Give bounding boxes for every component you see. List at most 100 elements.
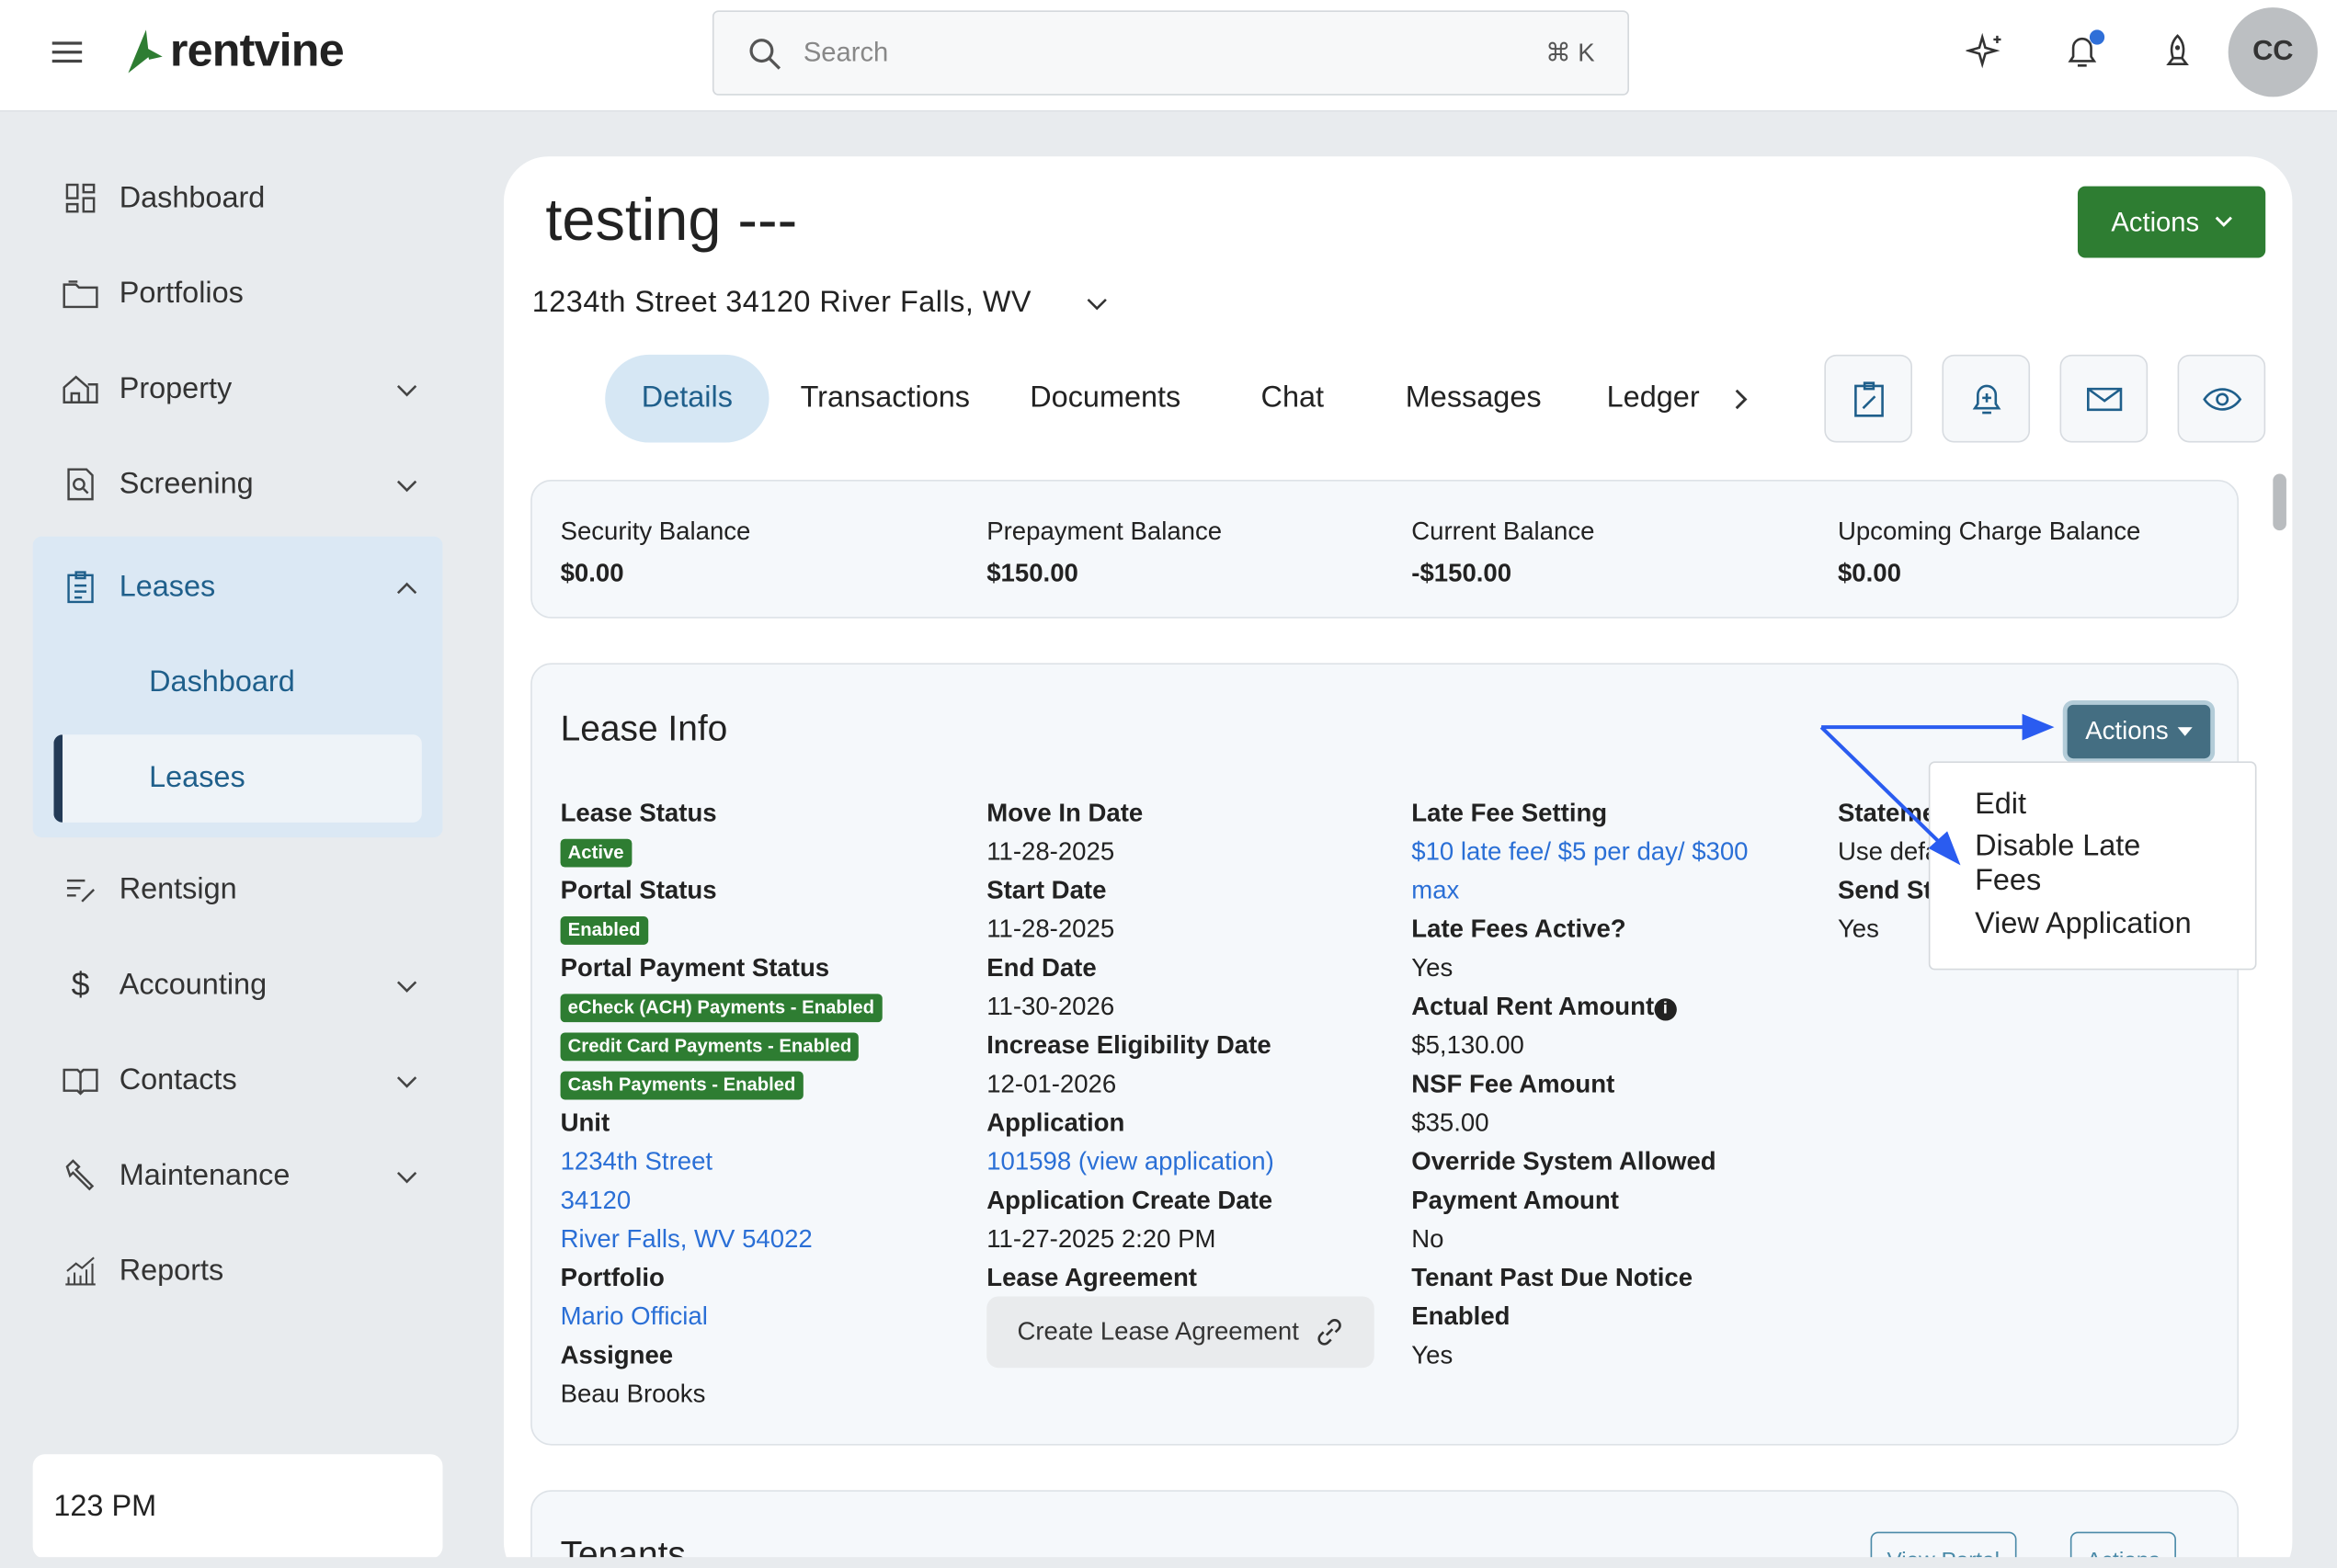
bottom-edge	[0, 1557, 2337, 1568]
balance-label: Prepayment Balance	[986, 517, 1223, 546]
sidebar-item-portfolios[interactable]: Portfolios	[60, 264, 417, 324]
book-icon	[60, 1065, 101, 1096]
mail-icon	[2086, 387, 2122, 411]
past-due-notice-value: Yes	[1411, 1341, 1454, 1369]
actions-button[interactable]: Actions	[2077, 186, 2266, 258]
lease-info-title: Lease Info	[560, 709, 728, 750]
tab-transactions[interactable]: Transactions	[800, 381, 970, 415]
menu-item-view-application[interactable]: View Application	[1975, 906, 2192, 940]
grid-icon	[60, 182, 101, 215]
menu-item-disable-late-fees[interactable]: Disable Late Fees	[1975, 830, 2141, 897]
balance-value: $0.00	[560, 558, 624, 587]
portal-payment-status-label: Portal Payment Status	[560, 953, 830, 983]
unit-label: Unit	[560, 1108, 610, 1137]
sidebar-item-rentsign[interactable]: Rentsign	[60, 859, 417, 919]
address-text: 1234th Street 34120 River Falls, WV	[531, 286, 1032, 319]
tab-chat[interactable]: Chat	[1260, 381, 1325, 415]
menu-item-edit[interactable]: Edit	[1975, 787, 2026, 821]
move-in-value: 11-28-2025	[986, 837, 1115, 866]
search-placeholder: Search	[803, 37, 889, 67]
lease-info-actions-button[interactable]: Actions	[2067, 704, 2211, 759]
lease-info-col-1: Lease Status Active Portal Status Enable…	[560, 794, 978, 1414]
payment-badge: Cash Payments - Enabled	[560, 1070, 804, 1099]
late-fee-link[interactable]: max	[1411, 876, 1460, 905]
bell-icon[interactable]	[2059, 29, 2104, 74]
sidebar-item-label: Maintenance	[119, 1158, 291, 1192]
actions-label: Actions	[2085, 716, 2169, 745]
hamburger-menu-icon[interactable]	[51, 39, 84, 73]
late-fee-link[interactable]: $10 late fee/ $5 per day/ $300	[1411, 837, 1749, 866]
tab-ledger[interactable]: Ledger	[1606, 381, 1700, 415]
sidebar-item-screening[interactable]: Screening	[60, 454, 417, 514]
reminder-button[interactable]	[1942, 354, 2031, 443]
edit-note-button[interactable]	[1824, 354, 1912, 443]
tabs-next-chevron-icon[interactable]	[1732, 355, 1750, 443]
status-badge: Active	[560, 837, 632, 867]
tab-messages[interactable]: Messages	[1405, 381, 1542, 415]
lease-agreement-label: Lease Agreement	[986, 1263, 1198, 1292]
portal-status-label: Portal Status	[560, 876, 717, 905]
info-icon[interactable]: i	[1654, 998, 1677, 1021]
payment-badge: eCheck (ACH) Payments - Enabled	[560, 993, 883, 1022]
application-label: Application	[986, 1108, 1125, 1137]
sidebar-item-leases[interactable]: Leases	[60, 557, 417, 617]
late-fee-label: Late Fee Setting	[1411, 798, 1608, 827]
sidebar-item-reports[interactable]: Reports	[60, 1241, 417, 1301]
sidebar-item-dashboard[interactable]: Dashboard	[60, 168, 417, 228]
footer-text: 123 PM	[53, 1490, 157, 1523]
unit-link[interactable]: 34120	[560, 1186, 632, 1215]
balance-value: $0.00	[1837, 558, 1901, 587]
sidebar-sub-selected-bg	[53, 734, 422, 823]
portfolio-link[interactable]: Mario Official	[560, 1301, 708, 1331]
logo[interactable]: rentvine	[125, 24, 345, 77]
actual-rent-label: Actual Rent Amount i	[1411, 988, 1829, 1027]
wrench-icon	[60, 1158, 101, 1194]
sign-icon	[60, 873, 101, 906]
search-input[interactable]: Search ⌘ K	[712, 10, 1629, 96]
sidebar-sub-dashboard[interactable]: Dashboard	[149, 665, 295, 699]
sidebar-sub-leases[interactable]: Leases	[149, 761, 245, 795]
sidebar-footer: 123 PM	[32, 1454, 443, 1559]
tab-documents[interactable]: Documents	[1030, 381, 1181, 415]
sparkle-icon[interactable]	[1963, 29, 2008, 74]
override-value: No	[1411, 1224, 1444, 1254]
unit-link[interactable]: 1234th Street	[560, 1147, 713, 1176]
lease-info-col-3: Late Fee Setting $10 late fee/ $5 per da…	[1411, 794, 1829, 1375]
balance-label: Security Balance	[560, 517, 751, 546]
chevron-down-icon	[396, 467, 417, 501]
upcoming-charge-balance: Upcoming Charge Balance $0.00	[1838, 517, 2140, 589]
late-fees-active-label: Late Fees Active?	[1411, 915, 1626, 944]
sidebar-item-accounting[interactable]: $ Accounting	[60, 955, 417, 1015]
past-due-notice-label: Tenant Past Due Notice	[1411, 1263, 1693, 1292]
create-lease-agreement-button[interactable]: Create Lease Agreement	[986, 1296, 1374, 1369]
view-button[interactable]	[2177, 354, 2266, 443]
eye-icon	[2202, 387, 2241, 410]
sidebar-item-label: Screening	[119, 467, 254, 500]
sidebar-item-property[interactable]: Property	[60, 359, 417, 419]
prepayment-balance: Prepayment Balance $150.00	[986, 517, 1222, 589]
folder-icon	[60, 278, 101, 311]
chevron-down-icon	[396, 968, 417, 1002]
increase-eligibility-value: 12-01-2026	[986, 1070, 1117, 1098]
avatar[interactable]: CC	[2228, 7, 2318, 97]
scrollbar-thumb[interactable]	[2273, 473, 2286, 531]
notification-dot	[2089, 29, 2105, 45]
email-button[interactable]	[2059, 354, 2149, 443]
application-link[interactable]: 101598 (view application)	[986, 1147, 1274, 1176]
rocket-icon[interactable]	[2155, 29, 2200, 74]
tab-details[interactable]: Details	[605, 354, 770, 443]
unit-link[interactable]: River Falls, WV 54022	[560, 1224, 813, 1254]
nsf-fee-value: $35.00	[1411, 1108, 1489, 1137]
sidebar-item-contacts[interactable]: Contacts	[60, 1051, 417, 1110]
sidebar-item-label: Reports	[119, 1254, 224, 1287]
chevron-up-icon	[396, 570, 417, 604]
chevron-down-icon	[396, 371, 417, 405]
sidebar-item-maintenance[interactable]: Maintenance	[60, 1146, 417, 1206]
assignee-label: Assignee	[560, 1341, 674, 1369]
late-fees-active-value: Yes	[1411, 953, 1454, 983]
actions-dropdown-menu: Edit Disable Late Fees View Application	[1928, 761, 2257, 971]
address-selector[interactable]: 1234th Street 34120 River Falls, WV	[532, 286, 1109, 320]
current-balance: Current Balance -$150.00	[1411, 517, 1594, 589]
chevron-down-icon	[2214, 216, 2232, 227]
